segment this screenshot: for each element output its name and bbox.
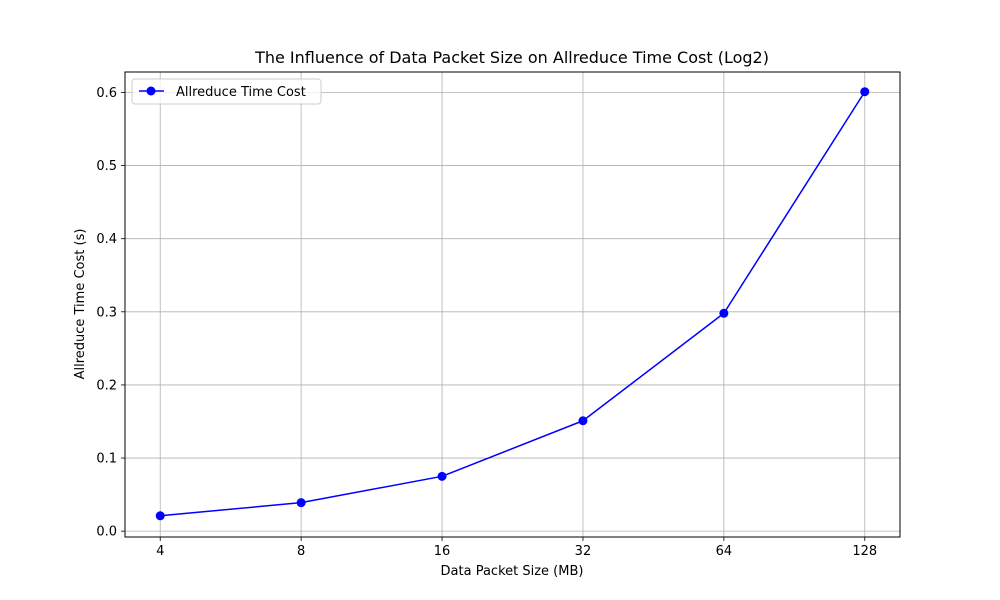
series-layer <box>155 87 870 521</box>
x-tick-label: 128 <box>852 544 877 559</box>
x-axis-ticks: 4 8 16 32 64 128 <box>156 537 877 559</box>
x-tick-label: 16 <box>434 544 451 559</box>
chart-title: The Influence of Data Packet Size on All… <box>254 48 769 67</box>
y-tick-label: 0.6 <box>96 86 117 101</box>
y-tick-label: 0.5 <box>96 159 117 174</box>
legend-box <box>131 78 322 105</box>
y-axis-label: Allreduce Time Cost (s) <box>73 229 88 380</box>
y-tick-label: 0.2 <box>96 378 117 393</box>
legend-marker-swatch <box>146 86 156 96</box>
data-point <box>437 471 447 481</box>
y-tick-label: 0.4 <box>96 232 117 247</box>
series-line <box>160 91 866 517</box>
y-tick-label: 0.1 <box>96 452 117 467</box>
data-point <box>296 498 306 508</box>
x-tick-label: 32 <box>575 544 592 559</box>
x-axis-label: Data Packet Size (MB) <box>441 564 584 579</box>
y-tick-label: 0.3 <box>96 305 117 320</box>
x-tick-label: 8 <box>297 544 305 559</box>
data-point <box>860 87 870 97</box>
legend: Allreduce Time Cost <box>131 78 322 105</box>
data-point <box>578 416 588 426</box>
legend-label: Allreduce Time Cost <box>176 85 306 100</box>
y-tick-label: 0.0 <box>96 525 117 540</box>
x-tick-label: 64 <box>716 544 733 559</box>
x-tick-label: 4 <box>156 544 164 559</box>
y-axis-ticks: 0.0 0.1 0.2 0.3 0.4 0.5 0.6 <box>96 86 125 540</box>
data-point <box>155 511 165 521</box>
plot-frame <box>124 71 901 538</box>
data-point <box>719 308 729 318</box>
